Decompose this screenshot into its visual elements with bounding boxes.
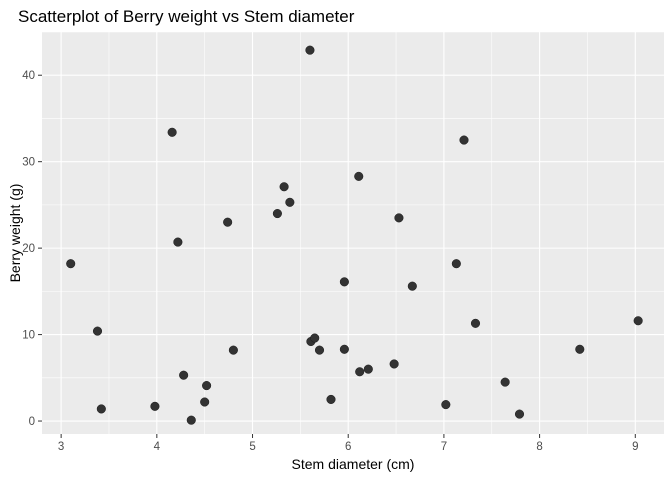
data-point [314, 345, 325, 355]
data-point [355, 367, 365, 377]
data-point [470, 318, 481, 328]
data-point [272, 208, 282, 219]
data-point [223, 217, 233, 227]
data-point [459, 135, 469, 145]
data-point [305, 45, 315, 55]
data-point [179, 370, 189, 380]
data-point [200, 397, 210, 407]
data-point [514, 409, 525, 419]
data-point [339, 344, 349, 354]
data-point [633, 316, 643, 326]
data-point [326, 394, 336, 404]
y-tick-label: 20 [22, 243, 35, 255]
x-axis: 3 4 5 6 7 8 9 [58, 434, 638, 453]
y-tick-label: 30 [22, 157, 35, 169]
x-tick-label: 8 [536, 441, 542, 453]
data-point [500, 377, 510, 387]
x-tick-label: 6 [345, 441, 351, 453]
data-point [202, 381, 212, 391]
data-point [150, 401, 160, 411]
data-point [310, 333, 320, 343]
y-tick-label: 40 [22, 70, 35, 82]
x-axis-title: Stem diameter (cm) [292, 456, 415, 472]
x-tick-label: 3 [58, 441, 64, 453]
data-point [228, 345, 238, 355]
plot-panel [42, 32, 664, 434]
data-point [173, 237, 183, 247]
data-point [451, 259, 461, 269]
major-gridlines [42, 32, 664, 434]
x-tick-label: 5 [249, 441, 255, 453]
data-point [186, 415, 196, 425]
y-tick-label: 0 [29, 416, 35, 428]
y-tick-label: 10 [22, 330, 35, 342]
data-point [92, 326, 103, 336]
data-points [66, 45, 643, 425]
x-tick-label: 9 [632, 441, 638, 453]
data-point [441, 400, 451, 410]
data-point [96, 404, 106, 414]
data-point [339, 277, 349, 287]
data-point [394, 213, 404, 223]
minor-gridlines [42, 31, 664, 434]
data-point [575, 344, 585, 354]
y-axis-title: Berry weight (g) [7, 184, 23, 283]
data-point [354, 171, 364, 181]
y-axis: 0 10 20 30 40 [22, 70, 42, 428]
data-point [389, 359, 399, 369]
chart-title: Scatterplot of Berry weight vs Stem diam… [18, 7, 355, 26]
data-point [407, 281, 417, 291]
data-point [285, 197, 295, 207]
data-point [66, 259, 76, 269]
x-tick-label: 7 [441, 441, 447, 453]
x-tick-label: 4 [154, 441, 161, 453]
data-point [167, 127, 177, 137]
data-point [363, 364, 373, 374]
data-point [279, 182, 289, 192]
